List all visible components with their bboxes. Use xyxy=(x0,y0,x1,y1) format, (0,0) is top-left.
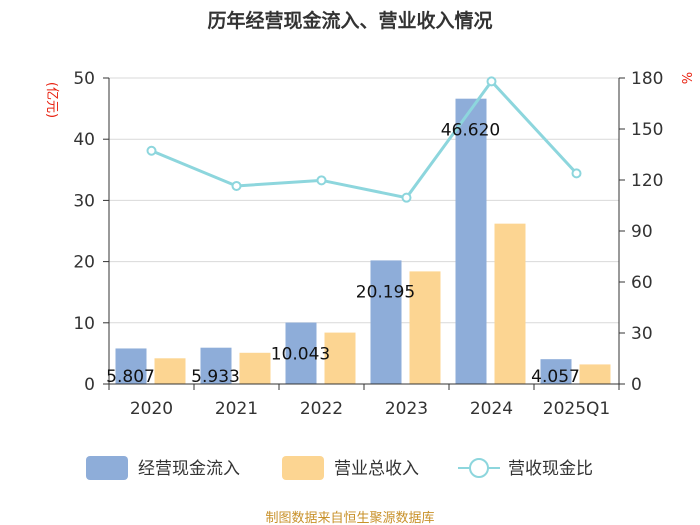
bar-value-label: 46.620 xyxy=(441,121,500,141)
left-tick-label: 20 xyxy=(73,253,95,273)
bar-revenue xyxy=(579,364,611,384)
ratio-point xyxy=(486,76,497,87)
right-axis: 0 30 60 90 120 150 180 xyxy=(618,69,663,395)
right-tick-label: 150 xyxy=(631,120,663,140)
x-tick-label: 2023 xyxy=(385,399,428,419)
left-tick-label: 10 xyxy=(73,314,95,334)
bar-revenue xyxy=(154,358,186,384)
source-note: 制图数据来自恒生聚源数据库 xyxy=(265,510,434,525)
x-tick-label: 2022 xyxy=(300,399,343,419)
left-axis-unit: (亿元) xyxy=(44,82,59,118)
x-tick-label: 2024 xyxy=(470,399,513,419)
bars xyxy=(115,98,611,384)
ratio-point xyxy=(316,175,327,186)
chart-title: 历年经营现金流入、营业收入情况 xyxy=(207,9,492,32)
bar-cash-inflow xyxy=(540,359,572,384)
legend-marker-ratio xyxy=(469,458,489,478)
bar-labels: 5.807 5.933 10.043 20.195 46.620 4.057 xyxy=(106,121,580,387)
right-tick-label: 90 xyxy=(631,222,653,242)
bar-revenue xyxy=(409,271,441,384)
legend-swatch-cash-inflow xyxy=(86,456,128,480)
left-tick-label: 30 xyxy=(73,191,95,211)
ratio-point xyxy=(401,192,412,203)
right-tick-label: 60 xyxy=(631,273,653,293)
right-tick-label: 30 xyxy=(631,324,653,344)
bar-revenue xyxy=(239,352,271,384)
legend: 经营现金流入 营业总收入 营收现金比 xyxy=(86,456,593,480)
bar-value-label: 5.933 xyxy=(191,367,240,387)
ratio-point xyxy=(231,180,242,191)
left-tick-label: 40 xyxy=(73,130,95,150)
bar-cash-inflow xyxy=(285,322,317,384)
right-tick-label: 180 xyxy=(631,69,663,89)
ratio-point xyxy=(146,145,157,156)
bar-value-label: 5.807 xyxy=(106,367,155,387)
bar-value-label: 10.043 xyxy=(271,345,330,365)
legend-label-revenue: 营业总收入 xyxy=(334,459,419,479)
grid-lines xyxy=(109,77,619,324)
bar-revenue xyxy=(324,332,356,384)
legend-item-cash-inflow[interactable]: 经营现金流入 xyxy=(86,456,240,480)
ratio-line xyxy=(146,76,582,203)
x-tick-label: 2020 xyxy=(130,399,173,419)
right-tick-label: 120 xyxy=(631,171,663,191)
bar-cash-inflow xyxy=(455,98,487,384)
bar-cash-inflow xyxy=(370,260,402,384)
ratio-line-path xyxy=(150,79,578,200)
bar-value-label: 4.057 xyxy=(531,367,580,387)
bar-revenue xyxy=(494,223,526,384)
left-tick-label: 50 xyxy=(73,69,95,89)
bar-cash-inflow xyxy=(115,348,147,384)
left-axis: 0 10 20 30 40 50 xyxy=(73,69,110,395)
legend-label-ratio: 营收现金比 xyxy=(508,459,593,479)
legend-item-revenue[interactable]: 营业总收入 xyxy=(282,456,419,480)
left-tick-label: 0 xyxy=(84,375,95,395)
bar-cash-inflow xyxy=(200,347,232,384)
legend-item-ratio[interactable]: 营收现金比 xyxy=(458,458,593,479)
ratio-point xyxy=(571,168,582,179)
legend-swatch-revenue xyxy=(282,456,324,480)
bar-value-label: 20.195 xyxy=(356,282,415,302)
x-axis: 2020 2021 2022 2023 2024 2025Q1 xyxy=(108,383,620,419)
x-tick-label: 2025Q1 xyxy=(543,399,610,419)
right-tick-label: 0 xyxy=(631,375,642,395)
legend-label-cash-inflow: 经营现金流入 xyxy=(138,459,240,479)
x-tick-label: 2021 xyxy=(215,399,258,419)
right-axis-unit: % xyxy=(678,72,693,84)
